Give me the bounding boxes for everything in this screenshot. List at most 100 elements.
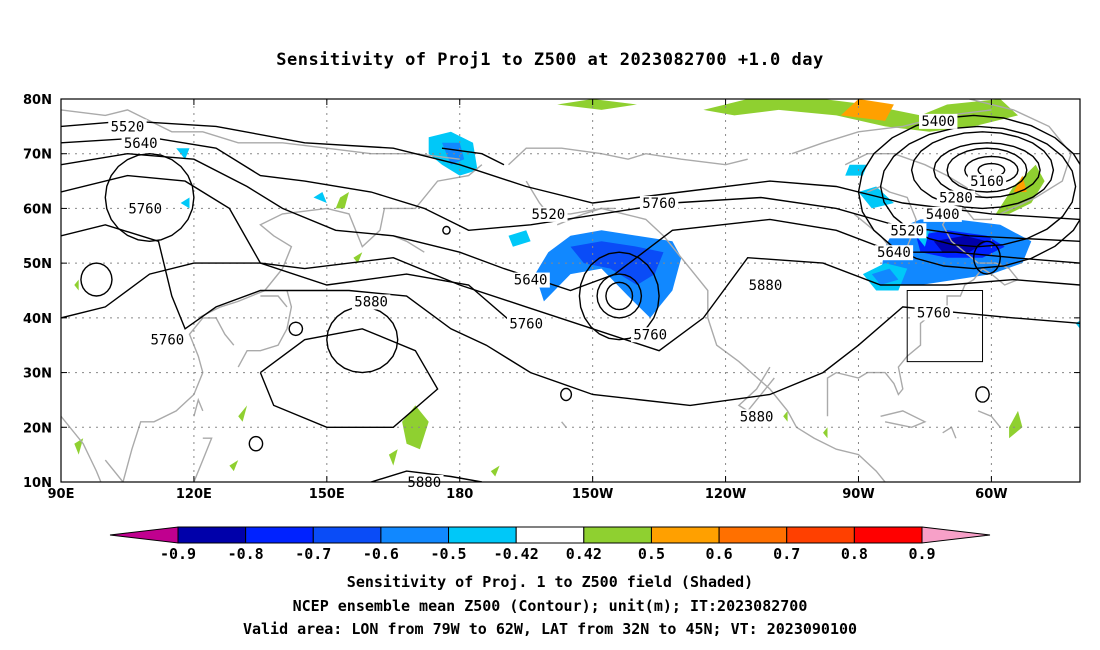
shading-blob-33 [783,410,788,422]
shading-blob-24 [1009,410,1023,439]
lat-tick-label: 50N [23,257,52,272]
contour-label-bg [874,245,914,261]
shading-blob-31 [74,279,79,291]
contour-label-2: 5760 [128,201,162,217]
shading-blob-19 [557,99,637,110]
coastline-14 [969,99,1072,215]
contour-closed-8 [80,262,113,297]
colorbar-box-3 [312,526,382,544]
contour-label-10: 5880 [749,278,783,294]
contour-closed-2 [946,147,1028,193]
shading-blob-2 [933,235,987,253]
colorbar-label-7: 0.5 [638,545,665,563]
contour-label-5: 5520 [531,207,565,223]
map-frame [60,98,1081,483]
lon-tick-label: 120E [176,487,212,502]
colorbar-box-11 [853,526,923,544]
contour-label-bg [351,294,391,310]
contour-label-4: 5880 [354,294,388,310]
colorbar-label-0: -0.9 [160,545,196,563]
coastline-7 [508,147,748,166]
coastline-4 [237,290,293,368]
lat-tick-label: 70N [23,148,52,163]
colorbar-box-2 [245,526,314,544]
colorbar-label-2: -0.7 [295,545,331,563]
contour-closed-18 [972,240,1002,275]
contour-label-bg [919,113,958,129]
contour-line-7 [370,470,483,482]
contour-label-18: 5640 [877,245,911,261]
shading-blob-22 [335,192,349,209]
lat-tick-label: 40N [23,312,52,327]
contour-label-bg [639,195,679,211]
contour-label-15: 5280 [939,190,973,206]
contour-label-bg [737,409,776,425]
contour-label-bg [108,119,147,135]
contour-label-14: 5160 [970,174,1004,190]
shading-blob-29 [490,465,500,477]
shading-blob-28 [388,449,398,466]
coastline-10 [737,366,775,412]
shading-blob-4 [570,241,664,285]
coastline-21 [393,235,425,253]
contour-label-bg [506,316,546,332]
contour-closed-6 [857,114,1080,270]
contour-closed-7 [104,152,195,243]
contour-closed-1 [933,142,1041,199]
colorbar-box-4 [380,526,450,544]
colorbar-box-7 [583,526,652,544]
coastline-6 [193,437,213,482]
contour-label-9: 5760 [633,327,667,343]
contour-label-8: 5760 [642,196,676,212]
colorbar-label-6: 0.42 [566,545,602,563]
shading-blob-18 [840,99,894,121]
contour-label-0: 5520 [111,119,145,135]
contour-label-bg [148,332,187,348]
coastline-5 [193,397,204,417]
contour-closed-12 [326,306,399,374]
colorbar-label-5: -0.42 [494,545,539,563]
shading-blob-23 [402,405,429,450]
contour-label-bg [125,201,165,217]
contour-label-bg [888,223,927,239]
contour-label-12: 5880 [407,475,441,491]
caption-valid-area: Valid area: LON from 79W to 62W, LAT fro… [242,620,858,638]
contour-line-4 [61,224,1080,407]
contour-closed-10 [596,273,643,319]
lon-tick-label: 90W [842,487,874,502]
shading-blob-13 [313,192,327,203]
contour-label-bg [936,190,976,206]
contour-line-3 [61,174,1080,352]
coastline-3 [61,109,460,160]
contour-label-bg [914,305,953,321]
coastline-2 [197,164,483,319]
axis-ticks: 90E 120E 150E 180 150W 120W 90W 60W 80N 70N 60N 50N… [23,93,1080,502]
lat-tick-label: 20N [23,421,52,436]
contour-closed-15 [442,225,451,235]
colorbar-label-4: -0.5 [430,545,466,563]
shading-blob-14 [176,148,190,160]
lon-tick-label: 90E [48,487,75,502]
colorbar-box-8 [650,526,720,544]
contour-closed-13 [288,321,304,337]
contour-line-5 [61,262,514,324]
contour-closed-17 [560,387,573,402]
valid-area-box [906,290,984,363]
colorbar-label-1: -0.8 [228,545,264,563]
caption-contour: NCEP ensemble mean Z500 (Contour); unit(… [292,597,808,615]
contour-label-19: 5760 [917,305,951,321]
coastline-19 [977,410,1001,428]
shading-blob-21 [1013,175,1027,192]
contour-label-7: 5760 [509,316,543,332]
sensitivity-map: 5520564057605760588055205640576057605760… [23,93,1081,563]
colorbar-box-10 [786,526,855,544]
shading-blob-26 [74,438,84,455]
contour-label-17: 5520 [890,223,924,239]
lon-tick-label: 150E [309,487,345,502]
colorbar-label-3: -0.6 [363,545,399,563]
colorbar-label-8: 0.6 [706,545,733,563]
coastline-20 [260,295,288,308]
lat-tick-label: 80N [23,93,52,108]
colorbar: -0.9 -0.8 -0.7 -0.6 -0.5 -0.42 0.42 0.5 0.6 0.7 0.… [109,526,991,563]
shading-blob-27 [229,460,239,472]
